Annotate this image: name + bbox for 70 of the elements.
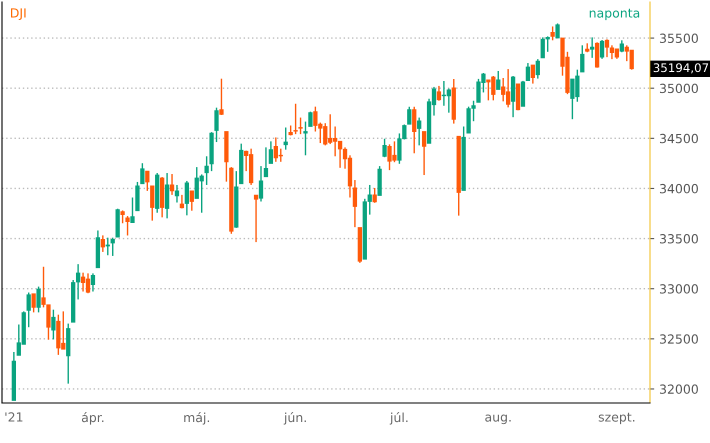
candlestick <box>590 36 594 59</box>
candlestick <box>288 124 293 136</box>
y-tick-label: 33500 <box>660 234 698 244</box>
candlestick <box>31 293 36 314</box>
candlestick <box>214 106 219 143</box>
y-tick-label: 34000 <box>660 184 698 194</box>
candlestick <box>604 38 610 58</box>
candlestick <box>536 58 540 80</box>
annotation: naponta <box>590 8 640 20</box>
x-tick-label: aug. <box>485 414 511 424</box>
candlestick <box>164 172 170 220</box>
candlestick <box>436 85 442 102</box>
y-tick-label: 32000 <box>660 384 698 394</box>
candlestick <box>174 184 180 204</box>
candlestick <box>600 39 604 60</box>
candlestick <box>140 162 145 184</box>
candlestick <box>422 130 426 176</box>
candlestick <box>254 194 258 243</box>
x-tick-label: ápr. <box>82 412 104 425</box>
chart-title: DJI <box>11 8 26 20</box>
candlestick <box>526 62 530 82</box>
candlestick <box>150 185 154 222</box>
y-tick-label: 32500 <box>660 334 698 344</box>
candlestick <box>51 308 56 340</box>
candlestick <box>36 286 41 314</box>
candlestick <box>372 187 377 204</box>
x-tick-label: '21 <box>5 412 22 422</box>
candlestick <box>412 106 416 154</box>
candlestick <box>268 140 274 164</box>
x-tick-label: júl. <box>390 412 408 425</box>
candlestick <box>382 138 387 158</box>
candlestick <box>180 194 184 210</box>
candlestick <box>26 292 31 328</box>
y-tick-label: 35500 <box>660 34 698 44</box>
candlestick <box>90 272 96 292</box>
candlestick <box>550 26 555 41</box>
candlestick <box>407 106 412 125</box>
candlestick <box>258 165 264 202</box>
y-tick-label: 35000 <box>660 84 698 94</box>
candlestick <box>130 196 135 224</box>
candlestick <box>555 22 560 39</box>
candlestick <box>264 146 268 178</box>
candlestick <box>204 156 209 186</box>
y-tick-label: 34500 <box>660 134 698 144</box>
candlestick <box>417 116 422 146</box>
text: 35194,07 <box>654 63 708 74</box>
y-tick-label: 33000 <box>660 284 698 294</box>
candlestick <box>496 70 500 90</box>
candlestick <box>110 236 115 257</box>
candlestick <box>530 64 536 84</box>
candlestick <box>145 170 150 192</box>
x-tick-label: máj. <box>184 412 210 425</box>
candlestick <box>120 210 125 224</box>
candlestick <box>298 116 303 135</box>
candlestick <box>170 173 174 196</box>
candlestick <box>620 40 624 53</box>
candlestick <box>594 42 600 68</box>
candlestick <box>293 103 298 135</box>
candlestick <box>184 180 190 216</box>
candlestick <box>580 44 584 73</box>
candlestick <box>190 190 194 212</box>
candlestick <box>352 179 358 228</box>
candlestick <box>125 215 130 236</box>
candlestick <box>303 120 308 156</box>
candlestick <box>284 126 288 150</box>
x-tick-label: szept. <box>598 412 634 424</box>
candlestick <box>106 236 110 256</box>
candlestick <box>100 234 105 253</box>
candlestick <box>308 110 313 128</box>
x-tick-label: jún. <box>284 412 306 425</box>
